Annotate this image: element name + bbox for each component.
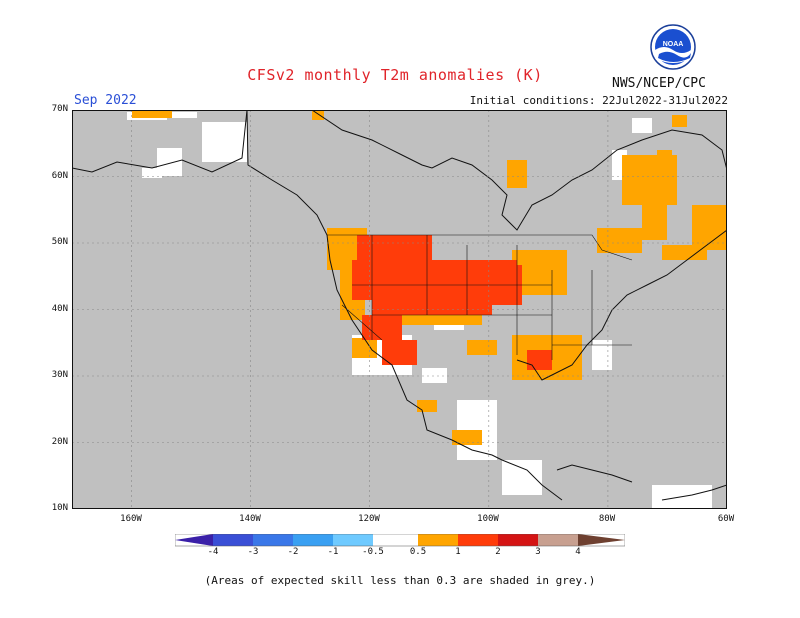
colorbar-label-2: 2	[495, 547, 501, 557]
lon-label-160w: 160W	[120, 514, 142, 524]
lat-label-60n: 60N	[51, 171, 68, 181]
lat-label-30n: 30N	[51, 370, 68, 380]
colorbar-label-n3: -3	[247, 547, 259, 557]
colorbar-bin-05-1	[418, 534, 458, 546]
lon-label-80w: 80W	[598, 514, 616, 524]
colorbar-label-4: 4	[575, 547, 581, 557]
state-borders	[327, 234, 633, 360]
lat-label-10n: 10N	[51, 503, 68, 513]
colorbar-label-n05: -0.5	[362, 547, 384, 557]
anomaly-0-5-to-1-regions	[132, 110, 727, 445]
lat-label-40n: 40N	[51, 304, 68, 314]
anomaly-1-to-2-regions	[352, 235, 552, 370]
noaa-logo-icon: NOAA	[650, 24, 696, 70]
colorbar-label-3: 3	[535, 547, 541, 557]
lon-label-120w: 120W	[358, 514, 380, 524]
colorbar-label-n4: -4	[207, 547, 219, 557]
skill-footnote: (Areas of expected skill less than 0.3 a…	[204, 574, 596, 587]
colorbar-arrow-low	[175, 534, 213, 546]
colorbar-bin-n2-n1	[293, 534, 333, 546]
lon-label-100w: 100W	[477, 514, 499, 524]
map-frame	[72, 110, 727, 509]
svg-text:NOAA: NOAA	[663, 41, 684, 48]
initial-conditions-label: Initial conditions: 22Jul2022-31Jul2022	[469, 94, 728, 107]
lat-label-50n: 50N	[51, 237, 68, 247]
colorbar-bin-2-3	[498, 534, 538, 546]
colorbar-label-05: 0.5	[409, 547, 427, 557]
lon-label-140w: 140W	[239, 514, 261, 524]
target-month-label: Sep 2022	[74, 93, 137, 108]
colorbar-bin-n1-n05	[333, 534, 373, 546]
colorbar-bin-3-4	[538, 534, 578, 546]
colorbar-label-n1: -1	[327, 547, 339, 557]
colorbar	[175, 534, 625, 547]
agency-label: NWS/NCEP/CPC	[612, 76, 706, 91]
colorbar-bin-neutral	[373, 534, 418, 546]
lat-label-70n: 70N	[51, 104, 68, 114]
near-normal-regions	[127, 112, 712, 509]
colorbar-bin-1-2	[458, 534, 498, 546]
colorbar-label-n2: -2	[287, 547, 299, 557]
lat-label-20n: 20N	[51, 437, 68, 447]
colorbar-bin-n4-n3	[213, 534, 253, 546]
colorbar-bin-n3-n2	[253, 534, 293, 546]
coastlines	[72, 110, 727, 501]
colorbar-arrow-high	[578, 534, 625, 546]
anomaly-map	[72, 110, 727, 509]
graticule	[72, 110, 727, 509]
colorbar-label-1: 1	[455, 547, 461, 557]
lon-label-60w: 60W	[717, 514, 735, 524]
chart-title: CFSv2 monthly T2m anomalies (K)	[247, 66, 543, 84]
